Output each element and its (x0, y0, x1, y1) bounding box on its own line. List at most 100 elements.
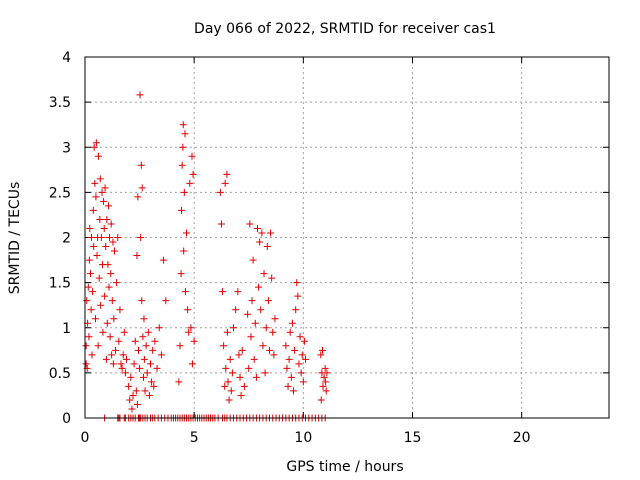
data-point (285, 355, 293, 363)
data-point (145, 391, 153, 399)
data-point (270, 351, 278, 359)
data-point (151, 337, 159, 345)
data-point (322, 378, 330, 386)
data-point (88, 351, 96, 359)
data-point (292, 306, 300, 314)
data-point (227, 387, 235, 395)
data-point (83, 297, 91, 305)
data-point (112, 346, 120, 354)
data-point (95, 274, 103, 282)
data-point (153, 364, 161, 372)
data-point (116, 306, 124, 314)
data-point (84, 283, 92, 291)
data-point (97, 301, 105, 309)
data-point (268, 274, 276, 282)
data-point (133, 400, 141, 408)
data-point (217, 220, 225, 228)
data-point (98, 188, 106, 196)
data-point (100, 197, 108, 205)
data-point (90, 243, 98, 251)
data-point (102, 243, 110, 251)
data-point (117, 360, 125, 368)
data-point (320, 373, 328, 381)
y-tick-label: 3 (62, 140, 71, 156)
data-point (293, 279, 301, 287)
data-point (188, 152, 196, 160)
data-point (323, 369, 331, 377)
y-tick-label: 1.5 (49, 276, 71, 292)
data-point (132, 387, 140, 395)
data-point (136, 364, 144, 372)
data-point (134, 346, 142, 354)
data-point (133, 252, 141, 260)
data-point (238, 346, 246, 354)
data-point (299, 378, 307, 386)
y-axis-ticks: 0 0.5 1 1.5 2 2.5 3 3.5 4 (49, 50, 609, 427)
data-point (219, 288, 227, 296)
data-point (253, 224, 261, 232)
data-point (138, 297, 146, 305)
x-tick-label: 10 (294, 430, 312, 446)
x-axis-ticks: 0 5 10 15 20 (81, 57, 531, 446)
data-point (259, 342, 267, 350)
data-point (87, 306, 95, 314)
data-point (137, 234, 145, 241)
data-point (234, 288, 242, 296)
data-point (107, 220, 115, 228)
data-point (125, 382, 133, 390)
data-point (94, 342, 102, 350)
data-point (120, 328, 128, 336)
data-point (224, 378, 232, 386)
data-point (252, 373, 260, 381)
data-point (121, 369, 129, 377)
data-point (319, 346, 327, 354)
data-point (179, 121, 187, 129)
data-point (176, 342, 184, 350)
data-point (110, 247, 118, 255)
data-point (283, 364, 291, 372)
data-point (104, 261, 112, 269)
data-point (244, 310, 252, 318)
data-point (187, 324, 195, 332)
data-point (221, 179, 229, 187)
data-point (89, 206, 97, 214)
y-tick-label: 2.5 (49, 185, 71, 201)
data-point (119, 351, 127, 359)
data-point (148, 378, 156, 386)
chart-title: Day 066 of 2022, SRMTID for receiver cas… (194, 21, 496, 37)
data-point (222, 364, 230, 372)
data-point (139, 333, 147, 341)
data-point (228, 369, 236, 377)
data-point (137, 161, 145, 169)
data-point (282, 342, 290, 350)
data-point (302, 355, 310, 363)
data-point (185, 328, 193, 336)
data-point (287, 373, 295, 381)
data-point (288, 319, 296, 327)
data-point (93, 252, 101, 260)
data-point (221, 382, 229, 390)
data-point (249, 256, 257, 264)
data-point (108, 297, 116, 305)
data-point (129, 391, 137, 399)
data-point (108, 351, 116, 359)
data-point (138, 184, 146, 192)
data-point (317, 351, 325, 359)
data-point (143, 369, 151, 377)
data-point (181, 288, 189, 296)
data-point (183, 229, 191, 237)
data-point (248, 297, 256, 305)
y-tick-label: 1 (62, 321, 71, 337)
data-point (85, 256, 93, 264)
data-point (247, 333, 255, 341)
data-point (181, 130, 189, 138)
data-point (99, 328, 107, 336)
data-point (291, 346, 299, 354)
data-point (147, 360, 154, 368)
data-point (144, 328, 152, 336)
data-point (96, 215, 104, 223)
data-point (258, 229, 266, 237)
data-point (223, 328, 231, 336)
data-point (190, 337, 198, 345)
x-axis-label: GPS time / hours (286, 459, 403, 475)
